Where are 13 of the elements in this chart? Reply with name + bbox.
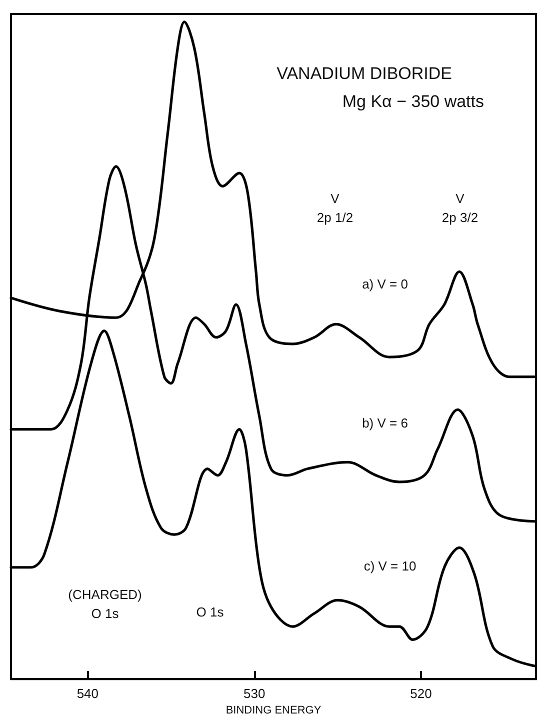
text: b) V = 6	[362, 416, 408, 430]
x-axis-title: BINDING ENERGY	[226, 704, 322, 716]
text: a) V = 0	[362, 276, 408, 292]
annotation: V 2p 1/2	[316, 191, 354, 225]
text: Mg Kα − 350 watts	[342, 92, 484, 111]
x-tick-label: 540	[76, 686, 99, 702]
series-label: c) V = 10	[364, 558, 416, 574]
annotation: O 1s	[196, 604, 224, 620]
text: VANADIUM DIBORIDE	[276, 64, 452, 83]
x-tick-label: 530	[243, 686, 266, 702]
annotation: (CHARGED) O 1s	[68, 587, 142, 621]
x-tick-label: 520	[410, 686, 432, 702]
annotation: V 2p 3/2	[442, 191, 478, 225]
